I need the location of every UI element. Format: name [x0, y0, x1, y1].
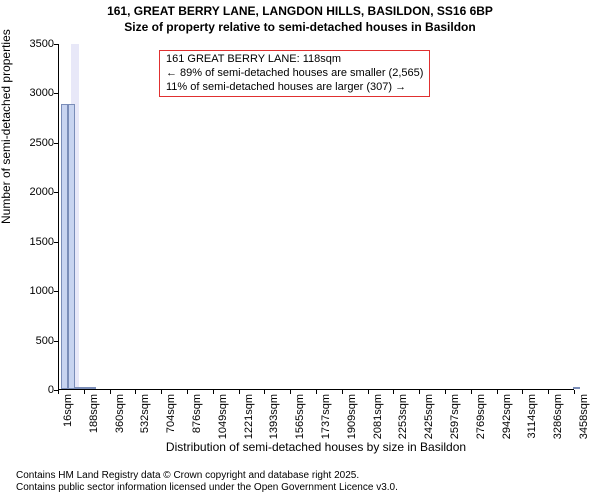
x-tick-mark [187, 390, 188, 394]
x-tick-label: 704sqm [165, 394, 177, 433]
x-tick-mark [239, 390, 240, 394]
x-tick-mark [84, 390, 85, 394]
x-tick-label: 360sqm [114, 394, 126, 433]
x-tick-label: 1049sqm [217, 394, 229, 439]
x-tick-label: 3458sqm [578, 394, 590, 439]
x-tick-mark [548, 390, 549, 394]
y-tick-label: 1500 [30, 236, 54, 248]
footer-line-1: Contains HM Land Registry data © Crown c… [16, 470, 398, 482]
annotation-line-1: 161 GREAT BERRY LANE: 118sqm [166, 53, 423, 67]
x-tick-mark [110, 390, 111, 394]
x-tick-mark [135, 390, 136, 394]
chart-title-line1: 161, GREAT BERRY LANE, LANGDON HILLS, BA… [0, 4, 600, 20]
x-tick-label: 3114sqm [526, 394, 538, 438]
footer-attribution: Contains HM Land Registry data © Crown c… [16, 470, 398, 494]
x-tick-label: 3286sqm [552, 394, 564, 439]
x-tick-mark [213, 390, 214, 394]
bar [61, 104, 68, 389]
annotation-line-3: 11% of semi-detached houses are larger (… [166, 81, 423, 95]
x-tick-label: 2769sqm [475, 394, 487, 439]
x-tick-mark [393, 390, 394, 394]
bar [89, 387, 96, 389]
property-size-chart: 161, GREAT BERRY LANE, LANGDON HILLS, BA… [0, 0, 600, 500]
y-tick-label: 500 [36, 335, 54, 347]
x-tick-label: 1737sqm [320, 394, 332, 439]
bar [68, 104, 75, 389]
x-tick-mark [161, 390, 162, 394]
x-tick-label: 1221sqm [243, 394, 255, 439]
y-tick-label: 3500 [30, 38, 54, 50]
y-tick-label: 1000 [30, 285, 54, 297]
x-tick-label: 2425sqm [423, 394, 435, 439]
x-tick-label: 188sqm [88, 394, 100, 433]
x-tick-label: 16sqm [62, 394, 74, 427]
bar [573, 387, 580, 389]
x-tick-mark [342, 390, 343, 394]
plot-area: 161 GREAT BERRY LANE: 118sqm ← 89% of se… [58, 44, 574, 390]
chart-title-line2: Size of property relative to semi-detach… [0, 20, 600, 36]
x-tick-label: 1565sqm [294, 394, 306, 439]
y-tick-label: 2000 [30, 186, 54, 198]
x-tick-mark [419, 390, 420, 394]
x-tick-label: 532sqm [139, 394, 151, 433]
x-tick-mark [574, 390, 575, 394]
x-tick-label: 2081sqm [372, 394, 384, 439]
x-tick-label: 1909sqm [346, 394, 358, 439]
x-tick-label: 876sqm [191, 394, 203, 433]
bar [75, 387, 82, 389]
x-tick-mark [471, 390, 472, 394]
x-tick-mark [264, 390, 265, 394]
annotation-line-2: ← 89% of semi-detached houses are smalle… [166, 67, 423, 81]
x-tick-mark [497, 390, 498, 394]
x-tick-label: 1393sqm [268, 394, 280, 439]
x-tick-label: 2597sqm [449, 394, 461, 439]
y-tick-label: 2500 [30, 137, 54, 149]
x-tick-mark [316, 390, 317, 394]
x-tick-mark [58, 390, 59, 394]
footer-line-2: Contains public sector information licen… [16, 482, 398, 494]
x-tick-label: 2253sqm [397, 394, 409, 439]
x-tick-mark [522, 390, 523, 394]
y-axis: 0500100015002000250030003500 [0, 44, 58, 390]
x-tick-mark [290, 390, 291, 394]
x-tick-mark [445, 390, 446, 394]
y-tick-label: 3000 [30, 87, 54, 99]
bar [82, 387, 89, 389]
x-tick-label: 2942sqm [501, 394, 513, 439]
annotation-box: 161 GREAT BERRY LANE: 118sqm ← 89% of se… [159, 50, 430, 97]
chart-title-block: 161, GREAT BERRY LANE, LANGDON HILLS, BA… [0, 0, 600, 35]
x-axis-label: Distribution of semi-detached houses by … [58, 440, 574, 454]
x-tick-mark [368, 390, 369, 394]
